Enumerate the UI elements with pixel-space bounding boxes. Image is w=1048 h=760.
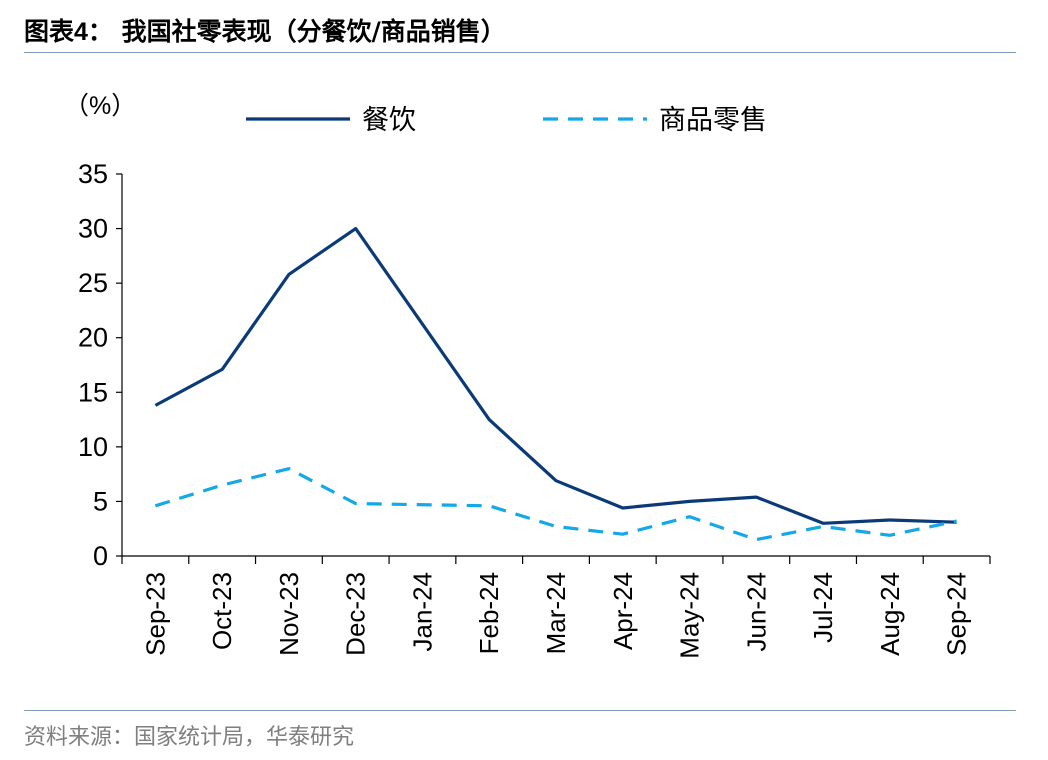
figure-title: 图表4： 我国社零表现（分餐饮/商品销售） (24, 12, 506, 48)
unit-label: （%） (64, 92, 136, 120)
x-tick-label: Oct-23 (207, 572, 237, 650)
series-lines (154, 227, 957, 542)
y-tick-label: 20 (78, 323, 108, 353)
y-tick-label: 15 (78, 377, 108, 407)
x-tick-label: Jul-24 (808, 572, 838, 643)
x-tick-label: Mar-24 (541, 572, 571, 654)
footer-divider (24, 710, 1016, 711)
x-tick-label: Sep-23 (140, 572, 170, 656)
source-note: 资料来源：国家统计局，华泰研究 (24, 725, 355, 750)
series-line-2 (154, 467, 957, 542)
figure-label: 图表4： (24, 18, 113, 46)
y-tick-label: 5 (93, 486, 108, 516)
axes: 0 5 10 15 20 25 30 35 Sep-23 Oct-23 Nov-23 Dec-23 Ja… (78, 159, 991, 659)
series-line-1 (154, 227, 957, 525)
x-tick-label: Nov-23 (274, 572, 304, 656)
x-tick-label: Jan-24 (407, 572, 437, 652)
x-tick-label: Feb-24 (474, 572, 504, 654)
legend: 餐饮 商品零售 (246, 105, 767, 136)
figure-title-text: 我国社零表现（分餐饮/商品销售） (121, 17, 506, 46)
legend-label-2: 商品零售 (659, 105, 767, 136)
y-tick-label: 25 (78, 268, 108, 298)
y-tick-label: 35 (78, 159, 108, 189)
y-tick-label: 0 (93, 541, 108, 571)
x-tick-label: Apr-24 (608, 572, 638, 650)
y-tick-label: 30 (78, 214, 108, 244)
title-divider (24, 52, 1016, 53)
legend-label-1: 餐饮 (362, 105, 416, 136)
x-tick-label: Sep-24 (942, 572, 972, 656)
x-tick-label: Aug-24 (875, 572, 905, 656)
y-tick-label: 10 (78, 432, 108, 462)
x-tick-label: Jun-24 (741, 572, 771, 652)
x-tick-label: Dec-23 (341, 572, 371, 656)
x-tick-label: May-24 (675, 572, 705, 659)
